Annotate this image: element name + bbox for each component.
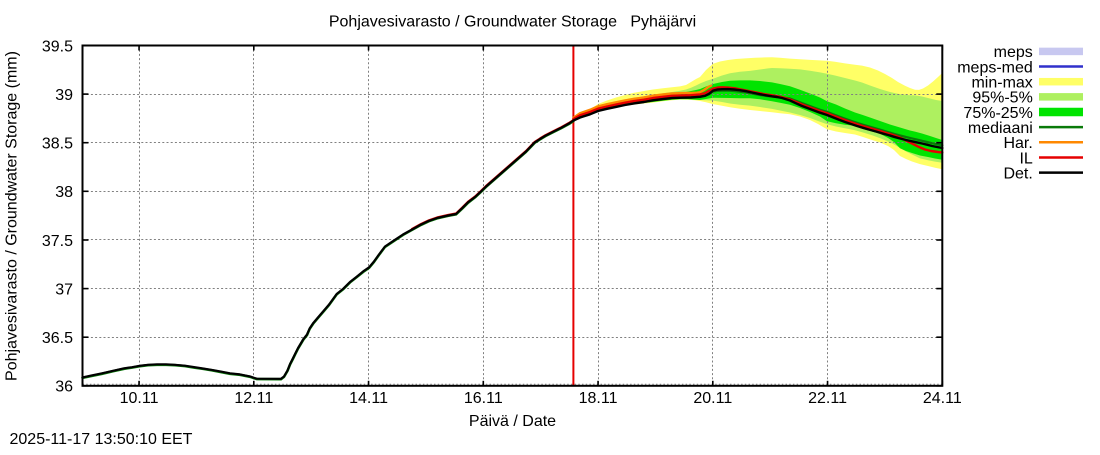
svg-text:16.11: 16.11 <box>464 390 503 407</box>
svg-text:10.11: 10.11 <box>120 390 159 407</box>
svg-text:75%-25%: 75%-25% <box>963 105 1032 122</box>
svg-text:12.11: 12.11 <box>234 390 273 407</box>
svg-text:Päivä / Date: Päivä / Date <box>469 413 556 430</box>
svg-text:Har.: Har. <box>1003 135 1032 152</box>
svg-text:Pohjavesivarasto / Groundwater: Pohjavesivarasto / Groundwater Storage P… <box>329 14 696 31</box>
svg-text:37.5: 37.5 <box>42 233 73 250</box>
svg-text:2025-11-17 13:50:10 EET: 2025-11-17 13:50:10 EET <box>10 431 193 448</box>
svg-text:36.5: 36.5 <box>42 330 73 347</box>
svg-text:38: 38 <box>55 184 73 201</box>
svg-text:39.5: 39.5 <box>42 38 73 55</box>
svg-text:meps: meps <box>994 44 1033 61</box>
svg-text:min-max: min-max <box>971 75 1032 92</box>
svg-text:38.5: 38.5 <box>42 136 73 153</box>
svg-text:37: 37 <box>55 281 73 298</box>
svg-text:IL: IL <box>1019 150 1032 167</box>
svg-text:20.11: 20.11 <box>693 390 732 407</box>
svg-text:Det.: Det. <box>1003 165 1032 182</box>
svg-text:meps-med: meps-med <box>957 59 1033 76</box>
svg-text:39: 39 <box>55 87 73 104</box>
svg-text:Pohjavesivarasto / Groundwater: Pohjavesivarasto / Groundwater Storage (… <box>4 51 21 381</box>
svg-text:24.11: 24.11 <box>923 390 962 407</box>
svg-text:mediaani: mediaani <box>968 120 1033 137</box>
svg-text:14.11: 14.11 <box>349 390 388 407</box>
svg-text:22.11: 22.11 <box>808 390 847 407</box>
svg-text:18.11: 18.11 <box>579 390 618 407</box>
svg-text:95%-5%: 95%-5% <box>972 90 1032 107</box>
svg-text:36: 36 <box>55 379 73 396</box>
